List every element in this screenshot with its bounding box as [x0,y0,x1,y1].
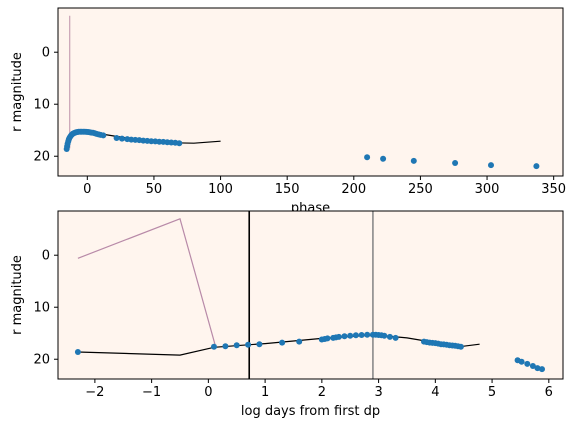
y-axis-label: r magnitude [10,255,25,335]
data-point [518,358,525,365]
x-tick-label: 150 [275,182,300,197]
data-point [233,342,240,349]
data-point [176,140,183,147]
data-point [324,335,331,342]
data-point [457,343,464,350]
plot-area [58,211,563,379]
x-tick-label: 5 [488,385,496,400]
data-point [452,160,459,166]
x-tick-label: 300 [475,182,500,197]
x-tick-label: 50 [146,182,163,197]
data-point [347,332,354,339]
data-point [296,338,303,345]
data-point [256,341,263,348]
x-tick-label: 100 [208,182,233,197]
data-point [211,343,217,350]
x-tick-label: 3 [374,385,382,400]
x-tick-label: 4 [431,385,439,400]
data-point [524,360,531,367]
chart-2: −2 −1 0 1 2 3 4 5 6 0 10 20 log days from first dp r … [10,210,564,419]
y-tick-label: 10 [33,301,50,316]
x-tick-label: 250 [408,182,433,197]
data-point [113,135,120,141]
x-axis-label: log days from first dp [241,404,380,419]
y-tick-label: 0 [42,249,50,264]
x-tick-label: 0 [83,182,91,197]
x-tick-label: 200 [341,182,366,197]
data-point [341,333,348,340]
data-point [386,333,393,340]
x-tick-label: 1 [261,385,269,400]
y-tick-label: 20 [33,150,50,165]
x-tick-label: 6 [545,385,553,400]
data-point [222,343,229,350]
data-point [100,132,107,139]
data-point [358,332,365,338]
data-point [381,332,388,339]
x-tick-label: 0 [204,385,212,400]
data-point [533,163,540,170]
data-point [74,349,81,355]
data-point [534,365,541,372]
data-point [488,162,494,169]
y-tick-label: 20 [33,353,50,368]
x-tick-label: 2 [318,385,326,400]
data-point [364,331,371,338]
data-point [364,154,371,161]
data-point [380,155,387,162]
x-tick-label: −1 [142,385,161,400]
axes-frame [57,210,564,380]
data-point [539,366,545,373]
data-point [335,333,342,340]
data-point [529,363,536,369]
data-point [352,332,359,339]
data-point [119,135,125,142]
data-point [245,341,252,348]
x-tick-label: −2 [85,385,104,400]
axes-frame [57,7,564,177]
plot-area [58,8,563,176]
data-point [392,334,399,341]
y-axis-label: r magnitude [10,52,25,132]
plot-marks [63,15,540,170]
y-tick-label: 10 [33,98,50,113]
y-tick-label: 0 [42,46,50,61]
plot-marks [74,211,545,379]
x-tick-label: 350 [541,182,566,197]
data-point [410,157,417,164]
data-point [279,339,286,346]
series-line-2 [77,218,216,346]
